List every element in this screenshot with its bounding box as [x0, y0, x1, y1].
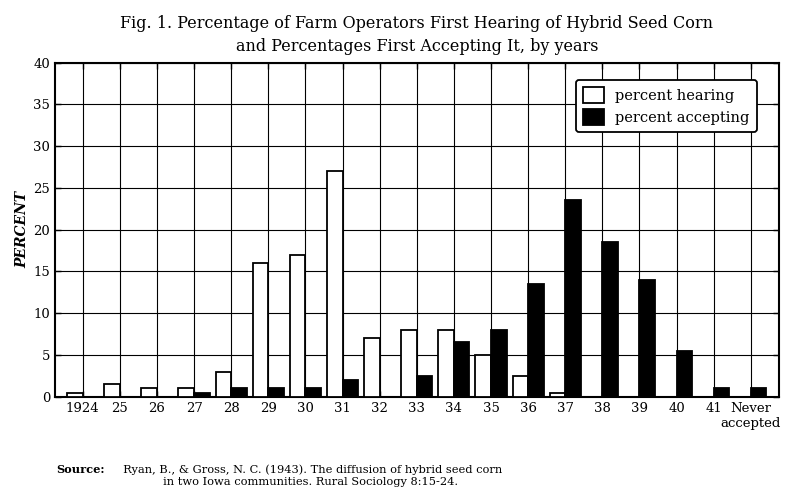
- Bar: [566, 201, 581, 397]
- Bar: [438, 330, 454, 397]
- Bar: [231, 388, 246, 397]
- Y-axis label: PERCENT: PERCENT: [15, 191, 29, 268]
- Bar: [550, 393, 566, 397]
- Bar: [306, 388, 321, 397]
- Bar: [401, 330, 417, 397]
- Bar: [454, 342, 470, 397]
- Bar: [602, 242, 618, 397]
- Bar: [528, 284, 544, 397]
- Bar: [677, 351, 692, 397]
- Bar: [194, 393, 210, 397]
- Bar: [639, 280, 655, 397]
- Bar: [491, 330, 506, 397]
- Title: Fig. 1. Percentage of Farm Operators First Hearing of Hybrid Seed Corn
and Perce: Fig. 1. Percentage of Farm Operators Fir…: [120, 15, 714, 55]
- Legend: percent hearing, percent accepting: percent hearing, percent accepting: [576, 80, 757, 132]
- Bar: [417, 376, 432, 397]
- Bar: [751, 388, 766, 397]
- Bar: [216, 371, 231, 397]
- Text: Source:: Source:: [56, 464, 105, 475]
- Bar: [290, 255, 306, 397]
- Text: Ryan, B., & Gross, N. C. (1943). The diffusion of hybrid seed corn
             : Ryan, B., & Gross, N. C. (1943). The dif…: [116, 464, 502, 487]
- Bar: [104, 384, 120, 397]
- Bar: [253, 263, 268, 397]
- Bar: [342, 380, 358, 397]
- Bar: [67, 393, 82, 397]
- Bar: [327, 171, 342, 397]
- Bar: [268, 388, 284, 397]
- Bar: [513, 376, 528, 397]
- Bar: [714, 388, 730, 397]
- Bar: [364, 338, 380, 397]
- Bar: [475, 355, 491, 397]
- Bar: [178, 388, 194, 397]
- Bar: [142, 388, 157, 397]
